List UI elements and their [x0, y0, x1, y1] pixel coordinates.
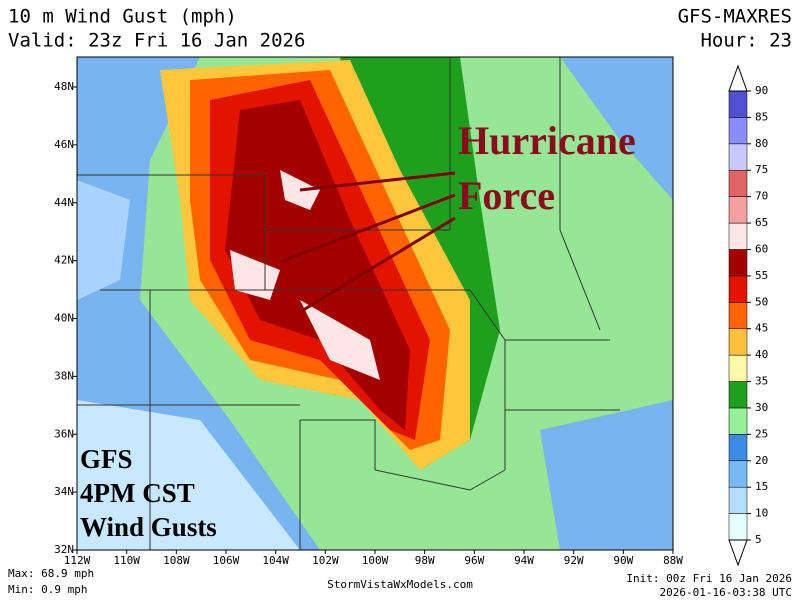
lat-label: 48N [54, 80, 74, 93]
colorbar-label: 90 [755, 84, 768, 97]
field-low [77, 180, 130, 300]
colorbar: 5 10 15 20 25 30 35 40 45 50 55 60 65 70 75 80 85 90 [728, 64, 768, 567]
annotation: Wind Gusts [80, 512, 217, 542]
colorbar-label: 80 [755, 137, 768, 150]
colorbar-label: 75 [755, 163, 768, 176]
lon-label: 108W [163, 554, 190, 567]
colorbar-swatch [728, 328, 748, 356]
colorbar-swatch [728, 117, 748, 145]
lat-label: 44N [54, 196, 74, 209]
colorbar-label: 30 [755, 401, 768, 414]
field-low [540, 400, 673, 550]
colorbar-label: 10 [755, 507, 768, 520]
lon-label: 96W [464, 554, 484, 567]
lat-label: 36N [54, 427, 74, 440]
lon-label: 98W [415, 554, 435, 567]
colorbar-swatch [728, 196, 748, 224]
colorbar-swatch [728, 434, 748, 462]
colorbar-swatch [728, 460, 748, 488]
lat-label: 42N [54, 254, 74, 267]
colorbar-label: 70 [755, 190, 768, 203]
lon-label: 110W [113, 554, 140, 567]
colorbar-label: 20 [755, 454, 768, 467]
colorbar-swatch [728, 407, 748, 435]
colorbar-swatch [728, 381, 748, 409]
lat-label: 40N [54, 312, 74, 325]
field-low [77, 400, 300, 550]
lon-label: 106W [213, 554, 240, 567]
forecast-hour: Hour: 23 [700, 30, 792, 52]
colorbar-swatch [728, 486, 748, 514]
colorbar-label: 50 [755, 295, 768, 308]
colorbar-label: 65 [755, 216, 768, 229]
init-time: Init: 00z Fri 16 Jan 2026 [626, 572, 792, 585]
colorbar-label: 5 [755, 533, 762, 546]
colorbar-swatch [728, 354, 748, 382]
colorbar-end [728, 539, 748, 567]
colorbar-swatch [728, 169, 748, 197]
annotation-arrows [279, 171, 456, 314]
lon-label: 94W [514, 554, 534, 567]
field-peak [230, 170, 380, 380]
annotation: Hurricane [458, 118, 636, 163]
lon-label: 92W [564, 554, 584, 567]
annotation: Force [458, 173, 555, 218]
colorbar-label: 40 [755, 348, 768, 361]
colorbar-label: 55 [755, 269, 768, 282]
colorbar-label: 85 [755, 110, 768, 123]
colorbar-swatch [728, 222, 748, 250]
colorbar-label: 15 [755, 480, 768, 493]
colorbar-label: 45 [755, 322, 768, 335]
colorbar-label: 25 [755, 427, 768, 440]
valid-time: Valid: 23z Fri 16 Jan 2026 [8, 30, 305, 52]
colorbar-swatch [728, 302, 748, 329]
lat-label: 34N [54, 485, 74, 498]
colorbar-swatch [728, 275, 748, 303]
lat-label: 46N [54, 138, 74, 151]
min-value: Min: 0.9 mph [8, 583, 87, 596]
lat-label: 38N [54, 369, 74, 382]
timestamp: 2026-01-16-03:38 UTC [660, 586, 792, 599]
field-low [560, 57, 673, 200]
lon-label: 100W [362, 554, 389, 567]
lon-label: 102W [312, 554, 339, 567]
model-name: GFS-MAXRES [678, 6, 792, 28]
map-field [77, 57, 673, 550]
lon-labels: 112W 110W 108W 106W 104W 102W 100W 98W 96W 94W 92W… [64, 550, 683, 567]
max-value: Max: 68.9 mph [8, 567, 94, 580]
colorbar-swatch [728, 143, 748, 171]
site-name: StormVistaWxModels.com [327, 578, 473, 591]
lon-label: 104W [262, 554, 289, 567]
colorbar-swatch [728, 513, 748, 541]
lon-label: 88W [663, 554, 683, 567]
annotation: 4PM CST [80, 478, 195, 508]
lon-label: 112W [64, 554, 91, 567]
colorbar-label: 35 [755, 375, 768, 388]
colorbar-label: 60 [755, 242, 768, 255]
annotation: GFS [80, 444, 133, 474]
map-title: 10 m Wind Gust (mph) [8, 6, 237, 28]
colorbar-swatch [728, 90, 748, 118]
lat-labels: 48N 46N 44N 42N 40N 38N 36N 34N 32N [54, 80, 77, 556]
state-borders [77, 57, 620, 550]
lon-label: 90W [613, 554, 633, 567]
colorbar-swatch [728, 249, 748, 277]
lat-label: 32N [54, 543, 74, 556]
colorbar-end [728, 64, 748, 92]
